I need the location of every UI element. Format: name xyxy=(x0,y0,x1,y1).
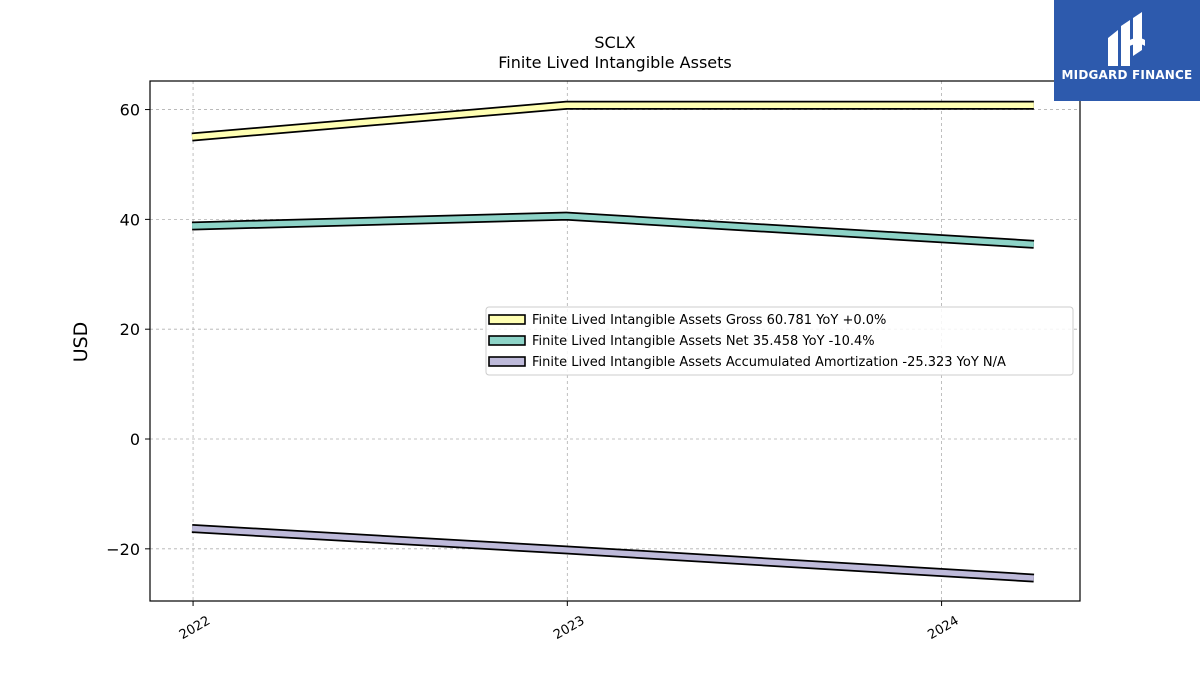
x-axis: 2022 2023 2024 xyxy=(177,601,962,643)
y-tick-label: 20 xyxy=(120,320,140,339)
series-line-fill xyxy=(191,213,1035,248)
legend-label: Finite Lived Intangible Assets Accumulat… xyxy=(532,355,1006,370)
y-axis-label: USD xyxy=(70,322,92,363)
plot-frame xyxy=(149,80,1081,602)
y-tick-label: −20 xyxy=(106,540,140,559)
chart-subtitle: Finite Lived Intangible Assets xyxy=(498,53,731,72)
legend-box xyxy=(485,306,1074,376)
y-tick-label: 0 xyxy=(130,430,140,449)
x-tick-label: 2022 xyxy=(177,613,213,643)
x-tick-label: 2023 xyxy=(551,613,587,643)
legend: Finite Lived Intangible Assets Gross 60.… xyxy=(485,306,1074,376)
brand-logo: MIDGARD FINANCE xyxy=(1054,0,1200,101)
series-line-fill xyxy=(191,525,1035,581)
legend-label: Finite Lived Intangible Assets Gross 60.… xyxy=(532,313,886,328)
legend-label: Finite Lived Intangible Assets Net 35.45… xyxy=(532,334,875,349)
y-tick-label: 40 xyxy=(120,210,140,229)
legend-item: Finite Lived Intangible Assets Accumulat… xyxy=(488,355,1006,370)
brand-name: MIDGARD FINANCE xyxy=(1061,68,1193,82)
midgard-finance-logo-icon xyxy=(1108,12,1145,66)
series-layer xyxy=(191,100,1035,583)
legend-item: Finite Lived Intangible Assets Net 35.45… xyxy=(488,334,875,349)
legend-item: Finite Lived Intangible Assets Gross 60.… xyxy=(488,313,886,328)
series-line-2 xyxy=(191,211,1035,249)
series-line-3 xyxy=(191,524,1035,583)
y-axis: −20 0 20 40 60 xyxy=(106,101,150,559)
x-tick-label: 2024 xyxy=(925,613,961,643)
y-tick-label: 60 xyxy=(120,101,140,120)
series-line-1 xyxy=(191,100,1034,142)
legend-swatch xyxy=(488,335,526,346)
series-line-outline xyxy=(191,100,1034,142)
legend-swatch xyxy=(488,314,526,325)
chart-title: SCLX xyxy=(594,33,635,52)
series-line-fill xyxy=(191,102,1034,140)
legend-swatch xyxy=(488,356,526,367)
